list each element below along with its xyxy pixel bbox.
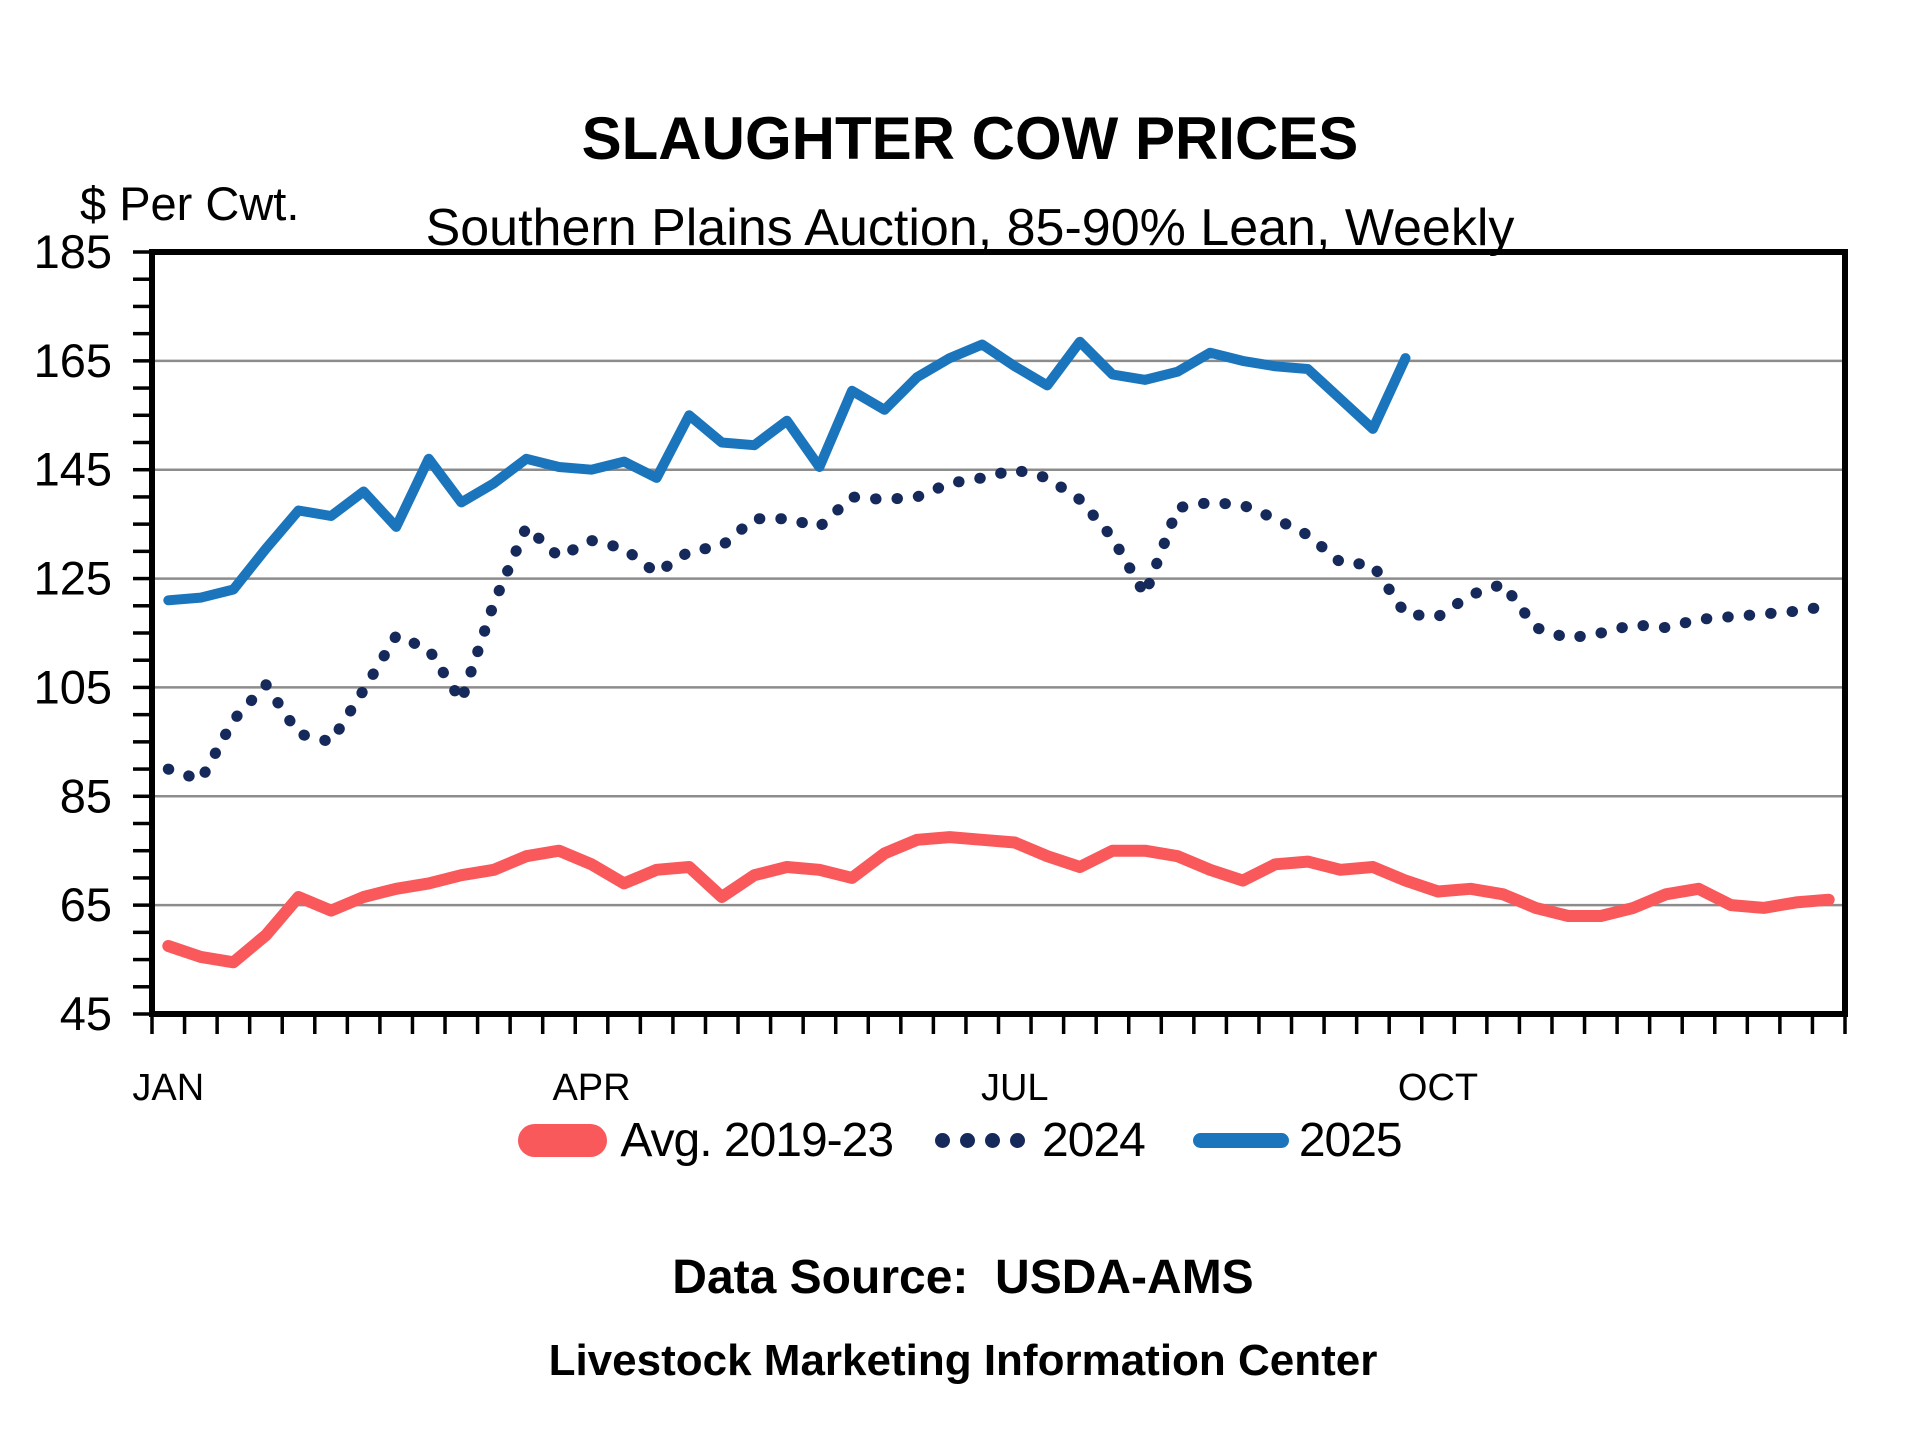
legend-item-avg-2019-23: Avg. 2019-23 [518,1113,894,1168]
svg-text:APR: APR [552,1067,630,1109]
legend-item-2025: 2025 [1145,1113,1403,1168]
avg-2019-23-line-swatch [518,1123,608,1157]
2025-line-swatch [1192,1132,1289,1148]
legend-dot [960,1132,976,1148]
legend-dot [985,1132,1001,1148]
legend-item-2024: 2024 [893,1113,1146,1168]
legend-dot [935,1132,951,1148]
chart-subtitle: Southern Plains Auction, 85-90% Lean, We… [425,199,1515,257]
legend-dot [1010,1132,1026,1148]
legend-label-2025: 2025 [1298,1113,1403,1167]
svg-text:JAN: JAN [132,1067,204,1109]
svg-text:OCT: OCT [1398,1067,1478,1109]
svg-text:85: 85 [60,769,112,822]
svg-text:145: 145 [34,443,112,496]
legend: Avg. 2019-23 2024 2025 [0,1108,1920,1172]
svg-text:105: 105 [34,660,112,713]
2024-dotted-line-swatch [935,1132,1035,1148]
svg-text:165: 165 [34,334,112,387]
svg-text:65: 65 [60,878,112,931]
svg-text:185: 185 [34,225,112,278]
footer-credit: Livestock Marketing Information Center [548,1336,1378,1385]
svg-text:125: 125 [34,552,112,605]
chart-title: SLAUGHTER COW PRICES [581,105,1359,172]
footer-data-source: Data Source: USDA-AMS [672,1251,1254,1304]
legend-label-2024: 2024 [1042,1113,1146,1167]
svg-text:45: 45 [60,987,112,1040]
y-axis-unit-label: $ Per Cwt. [80,177,300,230]
svg-text:JUL: JUL [981,1067,1049,1109]
legend-label-avg-2019-23: Avg. 2019-23 [620,1113,894,1167]
